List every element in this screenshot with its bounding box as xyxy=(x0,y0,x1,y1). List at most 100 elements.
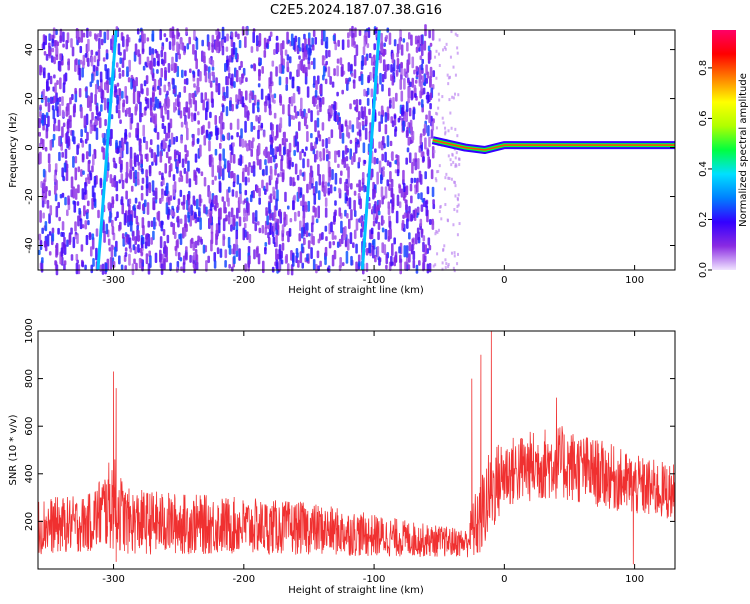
heatmap-cell xyxy=(416,206,420,213)
heatmap-cell xyxy=(250,140,254,149)
heatmap-cell xyxy=(328,166,332,178)
heatmap-cell xyxy=(382,170,385,178)
heatmap-cell xyxy=(299,151,302,161)
heatmap-cell xyxy=(332,34,336,42)
heatmap-cell xyxy=(134,236,138,246)
heatmap-cell xyxy=(93,192,96,203)
heatmap-cell xyxy=(361,120,365,127)
heatmap-cell xyxy=(325,36,329,50)
heatmap-cell xyxy=(135,215,139,225)
heatmap-cell xyxy=(273,49,276,56)
heatmap-cell xyxy=(258,33,262,47)
heatmap-cell xyxy=(235,104,239,109)
heatmap-cell xyxy=(450,163,453,167)
heatmap-cell xyxy=(370,88,374,98)
heatmap-cell xyxy=(124,265,127,271)
heatmap-cell xyxy=(84,87,88,92)
heatmap-cell xyxy=(283,211,287,221)
heatmap-cell xyxy=(279,171,283,177)
heatmap-cell xyxy=(449,111,452,115)
heatmap-cell xyxy=(239,154,242,167)
heatmap-cell xyxy=(168,41,172,51)
heatmap-cell xyxy=(306,131,309,143)
heatmap-cell xyxy=(428,262,432,273)
heatmap-cell xyxy=(139,101,142,114)
heatmap-cell xyxy=(410,34,413,46)
heatmap-cell xyxy=(329,184,333,194)
heatmap-cell xyxy=(222,233,225,247)
heatmap-cell xyxy=(116,147,120,155)
heatmap-streak xyxy=(360,29,381,271)
heatmap-cell xyxy=(257,129,260,140)
heatmap-cell xyxy=(186,194,190,201)
heatmap-cell xyxy=(193,200,197,207)
heatmap-cell xyxy=(313,75,316,86)
heatmap-cell xyxy=(252,137,255,142)
heatmap-cell xyxy=(363,88,366,97)
heatmap-cell xyxy=(165,246,168,257)
heatmap-cell xyxy=(233,214,236,227)
heatmap-cell xyxy=(213,260,217,269)
heatmap-cell xyxy=(82,170,85,176)
heatmap-cell xyxy=(425,77,429,84)
heatmap-cell xyxy=(79,138,83,144)
heatmap-cell xyxy=(194,49,197,62)
heatmap-cell xyxy=(360,73,364,86)
snr-x-label: Height of straight line (km) xyxy=(288,585,424,596)
heatmap-cell xyxy=(217,83,221,96)
heatmap-cell xyxy=(93,55,97,63)
heatmap-cell xyxy=(236,118,240,130)
heatmap-cell xyxy=(39,110,42,118)
heatmap-cell xyxy=(167,196,171,206)
heatmap-cell xyxy=(166,214,170,220)
heatmap-cell xyxy=(449,158,452,162)
heatmap-cell xyxy=(408,87,411,99)
heatmap-cell xyxy=(120,196,124,205)
heatmap-cell xyxy=(312,258,316,271)
heatmap-cell xyxy=(62,43,65,48)
heatmap-cell xyxy=(215,77,218,86)
heatmap-cell xyxy=(205,129,209,139)
heatmap-cell xyxy=(303,33,306,40)
heatmap-cell xyxy=(313,153,317,163)
heatmap-cell xyxy=(110,244,114,258)
heatmap-cell xyxy=(66,120,70,130)
heatmap-cell xyxy=(429,77,432,87)
heatmap-cell xyxy=(72,186,75,199)
heatmap-cell xyxy=(204,71,208,83)
heatmap-cell xyxy=(398,246,401,254)
heatmap-cell xyxy=(232,142,235,147)
heatmap-cell xyxy=(322,29,326,42)
heatmap-cell xyxy=(191,93,194,99)
heatmap-cell xyxy=(148,183,152,194)
heatmap-cell xyxy=(166,90,169,96)
heatmap-cell xyxy=(331,81,335,88)
heatmap-cell xyxy=(446,219,449,223)
heatmap-cell xyxy=(87,176,91,185)
heatmap-cell xyxy=(304,116,308,125)
heatmap-cell xyxy=(336,114,339,122)
heatmap-cell xyxy=(398,184,402,194)
heatmap-cell xyxy=(256,159,260,166)
heatmap-cell xyxy=(213,205,217,210)
heatmap-cell xyxy=(285,253,288,264)
heatmap-cell xyxy=(358,179,361,193)
heatmap-cell xyxy=(345,250,349,264)
heatmap-cell xyxy=(429,92,433,101)
heatmap-cell xyxy=(136,171,140,181)
heatmap-cell xyxy=(303,238,306,245)
heatmap-cell xyxy=(85,151,89,160)
heatmap-cell xyxy=(160,263,164,275)
heatmap-cell xyxy=(78,67,82,81)
heatmap-cell xyxy=(397,117,401,123)
heatmap-cell xyxy=(148,164,152,177)
heatmap-cell xyxy=(137,230,140,242)
heatmap-cell xyxy=(366,87,370,96)
heatmap-cell xyxy=(388,32,392,45)
heatmap-cell xyxy=(378,111,381,116)
heatmap-cell xyxy=(176,150,179,156)
heatmap-cell xyxy=(432,70,436,78)
heatmap-cell xyxy=(183,106,186,117)
heatmap-cell xyxy=(79,45,83,54)
